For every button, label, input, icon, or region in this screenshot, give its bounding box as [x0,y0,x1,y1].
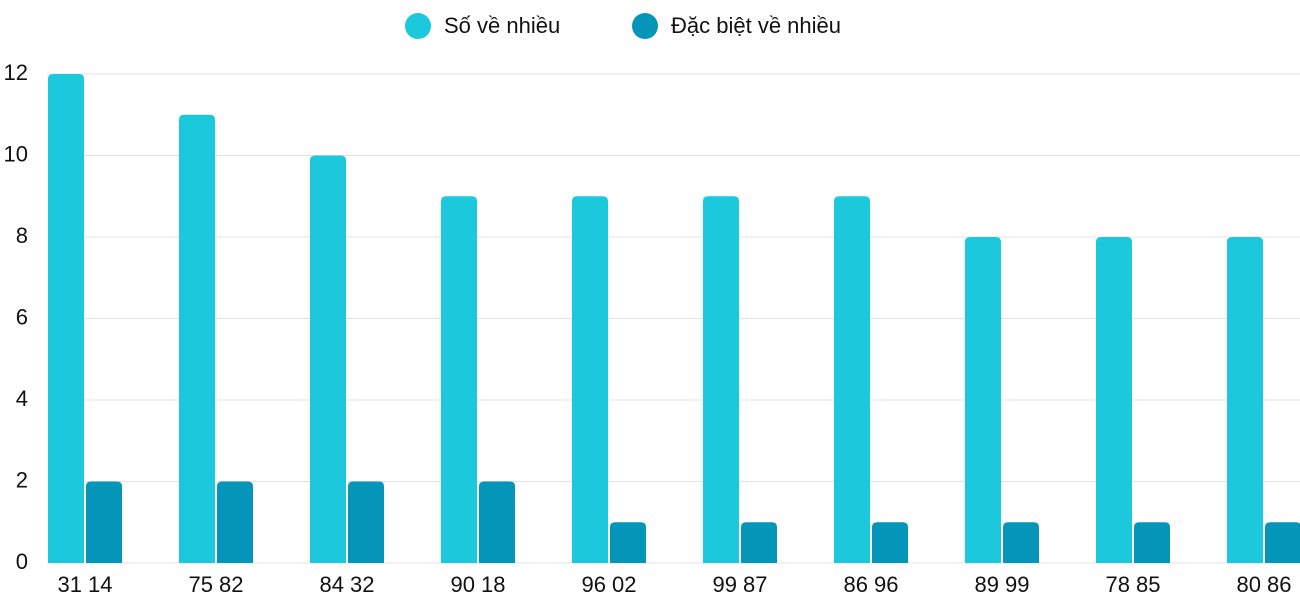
bar [179,114,215,563]
bar [348,481,384,563]
bar [1003,522,1039,563]
x-tick-label: 89 99 [974,572,1029,597]
x-tick-label: 96 02 [581,572,636,597]
y-tick-label: 8 [16,223,28,248]
bar [1265,522,1300,563]
x-tick-label: 80 86 [1236,572,1291,597]
x-tick-label: 75 82 [188,572,243,597]
bar [441,196,477,563]
y-tick-label: 0 [16,549,28,574]
bar [1134,522,1170,563]
legend-label: Đặc biệt về nhiều [671,13,841,38]
bar [965,237,1001,563]
y-tick-label: 12 [4,60,28,85]
bar [834,196,870,563]
bar [610,522,646,563]
y-tick-label: 10 [4,141,28,166]
legend-marker [632,13,658,39]
x-tick-label: 31 14 [57,572,112,597]
x-tick-label: 84 32 [319,572,374,597]
bar [703,196,739,563]
bar [1227,237,1263,563]
legend-label: Số về nhiều [444,13,560,38]
bar [479,481,515,563]
x-tick-label: 99 87 [712,572,767,597]
x-tick-label: 78 85 [1105,572,1160,597]
x-tick-label: 90 18 [450,572,505,597]
bar [86,481,122,563]
bar [310,155,346,563]
y-tick-label: 2 [16,467,28,492]
x-tick-label: 86 96 [843,572,898,597]
bar [741,522,777,563]
y-tick-label: 4 [16,386,28,411]
bar [48,74,84,563]
bar [217,481,253,563]
bar [1096,237,1132,563]
legend-marker [405,13,431,39]
y-tick-label: 6 [16,304,28,329]
bar [872,522,908,563]
bar [572,196,608,563]
